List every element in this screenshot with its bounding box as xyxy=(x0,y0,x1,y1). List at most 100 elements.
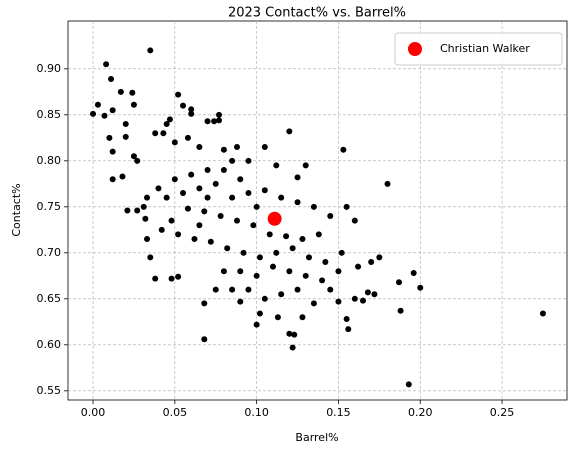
point xyxy=(212,180,219,187)
point xyxy=(269,263,276,270)
y-tick-label: 0.85 xyxy=(37,108,62,121)
point xyxy=(163,121,170,128)
point xyxy=(335,298,342,305)
x-tick-label: 0.10 xyxy=(244,406,269,419)
plot-frame xyxy=(67,20,568,401)
point xyxy=(216,117,223,124)
point xyxy=(359,297,366,304)
point xyxy=(147,47,154,54)
point xyxy=(364,289,371,296)
point xyxy=(253,203,260,210)
point xyxy=(147,254,154,261)
point xyxy=(122,121,129,128)
y-tick-label: 0.60 xyxy=(37,338,62,351)
point xyxy=(212,286,219,293)
point xyxy=(160,130,167,137)
point xyxy=(237,176,244,183)
point xyxy=(217,213,224,220)
point xyxy=(196,222,203,229)
point xyxy=(343,316,350,323)
point xyxy=(299,314,306,321)
point xyxy=(278,291,285,298)
point xyxy=(180,102,187,109)
point xyxy=(204,194,211,201)
point xyxy=(175,231,182,238)
point xyxy=(201,208,208,215)
point xyxy=(171,139,178,146)
point xyxy=(286,128,293,135)
point xyxy=(343,203,350,210)
point xyxy=(204,118,211,125)
point xyxy=(175,273,182,280)
point xyxy=(237,268,244,275)
point xyxy=(274,314,281,321)
y-tick-label: 0.80 xyxy=(37,154,62,167)
point xyxy=(211,118,218,125)
point xyxy=(180,190,187,197)
point xyxy=(253,321,260,328)
point xyxy=(397,307,404,314)
y-tick-label: 0.75 xyxy=(37,200,62,213)
chart-title: 2023 Contact% vs. Barrel% xyxy=(228,6,406,21)
point xyxy=(340,146,347,153)
highlight-point xyxy=(267,211,282,226)
point xyxy=(216,111,223,118)
point xyxy=(266,231,273,238)
point xyxy=(134,207,141,214)
point xyxy=(294,174,301,181)
point xyxy=(355,263,362,270)
point xyxy=(234,144,241,151)
point xyxy=(108,75,115,82)
point xyxy=(144,194,151,201)
point xyxy=(201,336,208,343)
point xyxy=(220,167,227,174)
x-tick-label: 0.05 xyxy=(163,406,188,419)
point xyxy=(204,167,211,174)
point xyxy=(188,106,195,113)
point xyxy=(286,330,293,337)
point xyxy=(224,245,231,252)
point xyxy=(405,381,412,388)
point xyxy=(220,146,227,153)
point xyxy=(327,213,334,220)
point xyxy=(278,194,285,201)
point xyxy=(152,275,159,282)
point xyxy=(335,268,342,275)
point xyxy=(155,185,162,192)
point xyxy=(130,153,137,160)
point xyxy=(196,144,203,151)
point xyxy=(319,277,326,284)
point xyxy=(294,199,301,206)
point xyxy=(351,217,358,224)
point xyxy=(305,254,312,261)
point xyxy=(376,254,383,261)
point xyxy=(256,254,263,261)
point xyxy=(175,91,182,98)
y-tick-label: 0.55 xyxy=(37,384,62,397)
point xyxy=(395,279,402,286)
point xyxy=(229,194,236,201)
point xyxy=(283,233,290,240)
point xyxy=(184,134,191,141)
point xyxy=(163,194,170,201)
point xyxy=(261,295,268,302)
point xyxy=(191,236,198,243)
point xyxy=(140,203,147,210)
point xyxy=(302,272,309,279)
point xyxy=(229,286,236,293)
point xyxy=(294,286,301,293)
point xyxy=(109,148,116,155)
point xyxy=(220,268,227,275)
y-axis-label: Contact% xyxy=(10,183,23,236)
point xyxy=(256,310,263,317)
point xyxy=(158,226,165,233)
point xyxy=(310,300,317,307)
point xyxy=(345,326,352,333)
x-tick-label: 0.15 xyxy=(326,406,351,419)
point xyxy=(119,173,126,180)
legend-label: Christian Walker xyxy=(440,42,530,55)
point xyxy=(410,270,417,277)
point xyxy=(417,284,424,291)
point xyxy=(327,286,334,293)
point xyxy=(124,207,131,214)
